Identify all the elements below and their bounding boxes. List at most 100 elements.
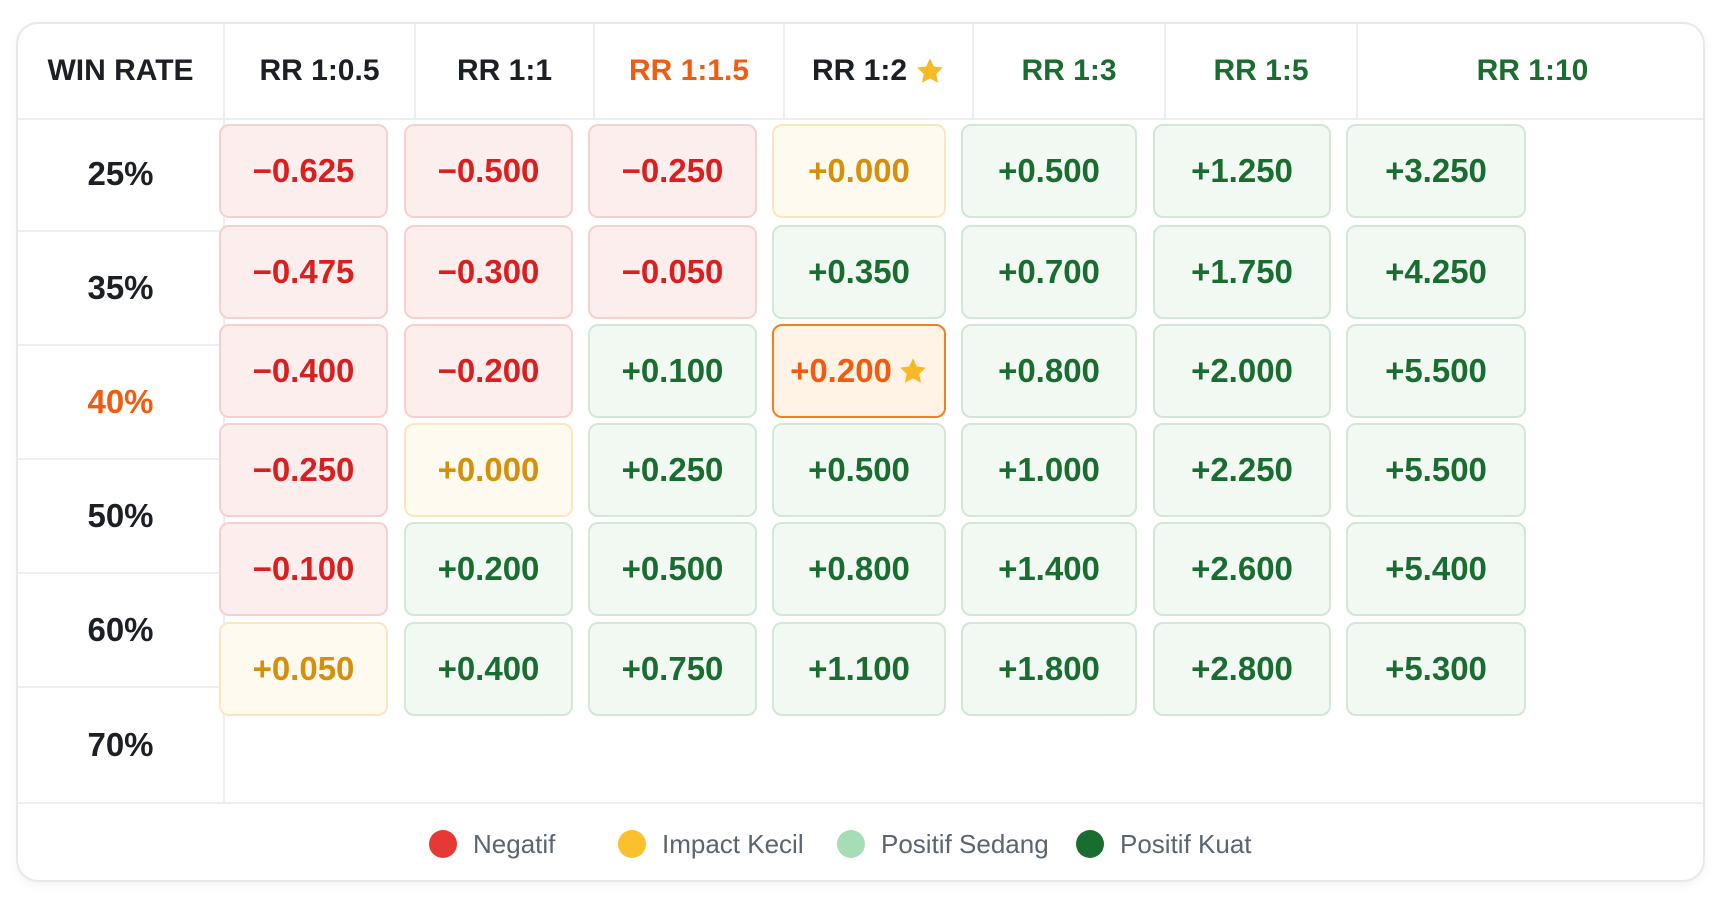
value-cell: +4.250 — [1346, 225, 1526, 319]
value-cell: +0.500 — [961, 124, 1137, 218]
value-cell: +0.800 — [961, 324, 1137, 418]
value-cell-text: +0.400 — [437, 650, 540, 687]
legend-item: Positif Sedang — [837, 824, 1049, 864]
column-header: RR 1:10 — [1358, 24, 1703, 118]
value-cell: +2.600 — [1153, 522, 1331, 616]
value-cell-text: +0.100 — [621, 352, 724, 389]
legend-dot-icon — [837, 830, 865, 858]
value-cell-text: +2.600 — [1191, 550, 1293, 587]
legend-dot-icon — [618, 830, 646, 858]
row-header-win-rate: 60% — [18, 574, 223, 688]
value-cell-text: +0.500 — [808, 451, 910, 488]
column-header-label: RR 1:2 — [811, 54, 908, 87]
value-cell: +0.350 — [772, 225, 946, 319]
column-header: RR 1:1 — [416, 24, 595, 118]
value-cell: +0.500 — [772, 423, 946, 517]
value-cell-text: −0.475 — [252, 253, 355, 290]
value-cell-text: −0.250 — [621, 152, 724, 189]
value-cell: +2.000 — [1153, 324, 1331, 418]
value-cell: +0.700 — [961, 225, 1137, 319]
value-cell: +5.500 — [1346, 324, 1526, 418]
table-header-row: WIN RATE RR 1:0.5 RR 1:1 RR 1:1.5 RR 1:2 RR … — [18, 24, 1703, 120]
legend-item: Impact Kecil — [618, 824, 804, 864]
value-cell: +5.300 — [1346, 622, 1526, 716]
value-cell: −0.250 — [588, 124, 757, 218]
value-cell-text: +1.250 — [1191, 152, 1293, 189]
value-cell: +1.800 — [961, 622, 1137, 716]
column-header: RR 1:3 — [974, 24, 1166, 118]
column-header-label: RR 1:1.5 — [628, 54, 750, 87]
legend-dot-icon — [429, 830, 457, 858]
value-cell-text: +3.250 — [1385, 152, 1487, 189]
row-header-win-rate: 25% — [18, 118, 223, 232]
value-cell: +0.500 — [588, 522, 757, 616]
legend-label: Negatif — [473, 828, 556, 859]
value-cell-text: +0.000 — [808, 152, 910, 189]
value-cell-text: +4.250 — [1385, 253, 1487, 290]
value-cell-text: +0.800 — [998, 352, 1100, 389]
row-header-win-rate: 50% — [18, 460, 223, 574]
win-rate-column: 25% 35% 40% 50% 60% 70% — [18, 118, 225, 802]
value-cell-text: −0.100 — [252, 550, 355, 587]
value-cell: +0.000 — [404, 423, 573, 517]
highlighted-value-cell: +0.200 — [772, 324, 946, 418]
value-cell-text: +2.800 — [1191, 650, 1293, 687]
legend-label: Positif Kuat — [1120, 828, 1252, 859]
value-cell: +0.000 — [772, 124, 946, 218]
value-cell: +0.050 — [219, 622, 388, 716]
value-cell-text: +0.700 — [998, 253, 1100, 290]
value-cell: −0.625 — [219, 124, 388, 218]
expectancy-table-card: WIN RATE RR 1:0.5 RR 1:1 RR 1:1.5 RR 1:2 RR … — [16, 22, 1705, 882]
column-header: RR 1:0.5 — [225, 24, 416, 118]
column-header-label: RR 1:3 — [1021, 54, 1117, 87]
column-header-label: RR 1:0.5 — [259, 54, 380, 87]
value-cell: +0.250 — [588, 423, 757, 517]
value-cell-text: −0.250 — [252, 451, 355, 488]
legend-dot-icon — [1076, 830, 1104, 858]
value-cell: +1.750 — [1153, 225, 1331, 319]
value-cell-text: −0.300 — [437, 253, 540, 290]
row-header-win-rate: 35% — [18, 232, 223, 346]
value-cell: +0.400 — [404, 622, 573, 716]
value-cell-text: +1.400 — [998, 550, 1100, 587]
value-cell-text: +5.300 — [1385, 650, 1487, 687]
value-cell-text: +1.100 — [808, 650, 910, 687]
column-header-label: RR 1:10 — [1476, 54, 1589, 87]
value-cell: −0.475 — [219, 225, 388, 319]
value-cell: +5.500 — [1346, 423, 1526, 517]
column-header-label: RR 1:5 — [1213, 54, 1309, 87]
value-cell-text: +5.400 — [1385, 550, 1487, 587]
value-cell-text: −0.625 — [252, 152, 355, 189]
value-cell: +1.000 — [961, 423, 1137, 517]
column-header: RR 1:2 — [785, 24, 974, 118]
value-cell-text: +0.500 — [621, 550, 724, 587]
value-cell-text: +5.500 — [1385, 451, 1487, 488]
value-cell: +1.400 — [961, 522, 1137, 616]
value-cell: +1.100 — [772, 622, 946, 716]
star-icon — [900, 358, 926, 383]
star-icon — [917, 58, 943, 83]
value-cell: −0.300 — [404, 225, 573, 319]
legend-item: Negatif — [429, 824, 555, 864]
value-cell: +0.200 — [404, 522, 573, 616]
value-cell: +2.250 — [1153, 423, 1331, 517]
legend-divider — [18, 802, 1703, 804]
value-cell: +0.800 — [772, 522, 946, 616]
value-cell: −0.250 — [219, 423, 388, 517]
value-cell: −0.500 — [404, 124, 573, 218]
value-cell-text: +0.050 — [252, 650, 355, 687]
value-cell: +0.750 — [588, 622, 757, 716]
value-cell-text: +1.750 — [1191, 253, 1293, 290]
value-cell: −0.200 — [404, 324, 573, 418]
value-cell-text: −0.400 — [252, 352, 355, 389]
value-cell-text: +0.800 — [808, 550, 910, 587]
legend-label: Impact Kecil — [662, 828, 804, 859]
value-cell-text: +0.250 — [621, 451, 724, 488]
value-cell: +1.250 — [1153, 124, 1331, 218]
value-cell-text: +5.500 — [1385, 352, 1487, 389]
value-cell-text: −0.200 — [437, 352, 540, 389]
value-cell-text: +0.200 — [437, 550, 540, 587]
corner-header: WIN RATE — [18, 24, 225, 118]
column-header: RR 1:1.5 — [595, 24, 785, 118]
value-cell-text: +0.750 — [621, 650, 724, 687]
